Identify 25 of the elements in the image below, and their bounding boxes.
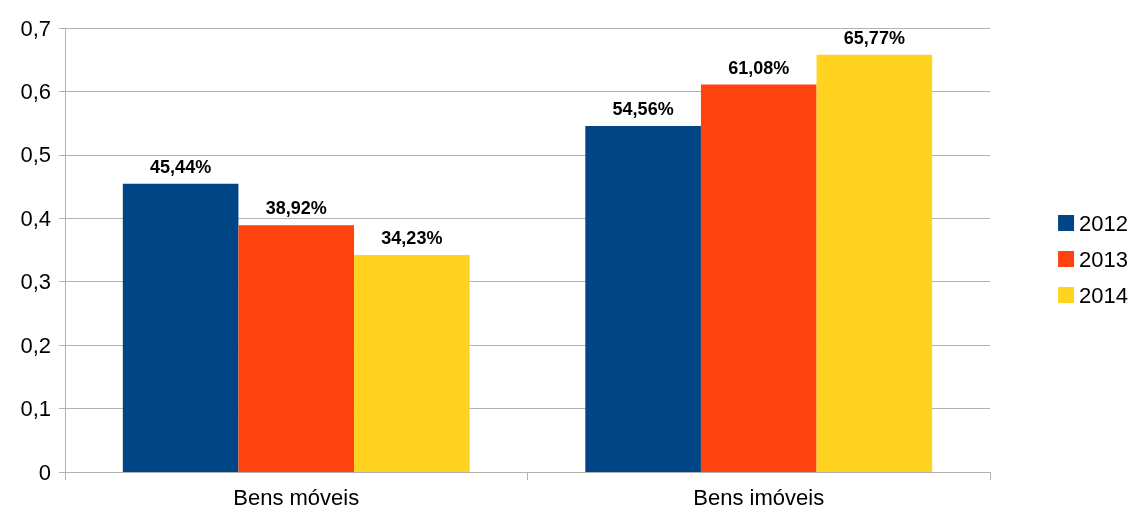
y-tick-label: 0,3 bbox=[20, 269, 51, 295]
legend-label: 2013 bbox=[1079, 246, 1129, 272]
y-tick-label: 0,5 bbox=[20, 142, 51, 168]
bar bbox=[354, 254, 470, 472]
y-tick-label: 0,2 bbox=[20, 332, 51, 358]
bar bbox=[700, 84, 817, 472]
x-tick-label: Bens imóveis bbox=[693, 484, 825, 510]
bar bbox=[238, 225, 355, 472]
data-label: 45,44% bbox=[150, 156, 212, 177]
data-label: 38,92% bbox=[265, 198, 327, 219]
y-tick-label: 0,6 bbox=[20, 78, 51, 104]
legend-label: 2014 bbox=[1079, 282, 1129, 308]
y-tick-label: 0,4 bbox=[20, 205, 51, 231]
legend-label: 2012 bbox=[1079, 210, 1129, 236]
bar bbox=[585, 125, 701, 472]
data-label: 61,08% bbox=[728, 57, 790, 78]
data-label: 54,56% bbox=[612, 98, 674, 119]
data-label: 34,23% bbox=[381, 227, 443, 248]
y-tick-label: 0 bbox=[38, 459, 51, 485]
x-tick-label: Bens móveis bbox=[233, 484, 360, 510]
y-tick-label: 0,7 bbox=[20, 15, 51, 41]
y-tick-label: 0,1 bbox=[20, 396, 51, 422]
bar bbox=[816, 54, 933, 472]
bar bbox=[122, 183, 239, 472]
data-label: 65,77% bbox=[843, 27, 905, 48]
